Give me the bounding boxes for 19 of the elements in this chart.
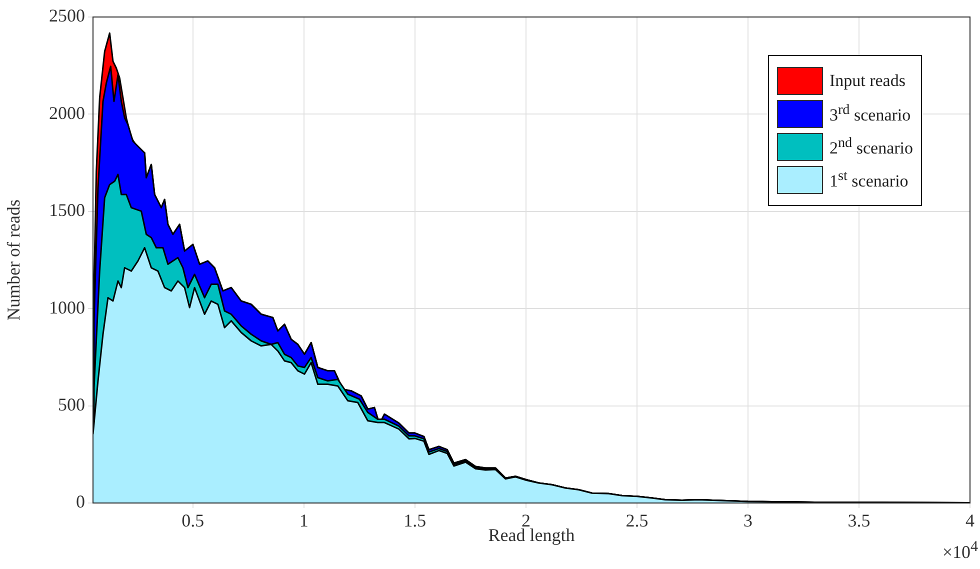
x-tick-label: 2.5 <box>626 510 648 531</box>
legend-label: 3$^{rd}$ scenario <box>829 102 911 126</box>
x-tick-label: 1.5 <box>404 510 426 531</box>
y-tick-label: 1500 <box>49 200 85 220</box>
y-tick-label: 1000 <box>49 297 85 318</box>
x-tick-label: 1 <box>299 510 308 531</box>
y-tick-label: 0 <box>76 492 85 512</box>
legend-label: 2$^{nd}$ scenario <box>829 135 913 159</box>
y-tick-label: 2000 <box>49 102 85 123</box>
y-tick-label: 2500 <box>49 6 85 26</box>
x-tick-label: 0.5 <box>182 510 204 531</box>
x-tick-label: 3 <box>743 510 752 531</box>
y-tick-label: 500 <box>58 394 85 415</box>
text: ×10$^{4}$ <box>942 539 978 563</box>
y-axis-title: Number of reads <box>4 200 24 320</box>
legend-label: 1$^{st}$ scenario <box>829 168 908 192</box>
x-tick-label: 3.5 <box>848 510 870 531</box>
x-tick-label: 4 <box>966 510 974 531</box>
legend-label: Input reads <box>829 71 906 91</box>
